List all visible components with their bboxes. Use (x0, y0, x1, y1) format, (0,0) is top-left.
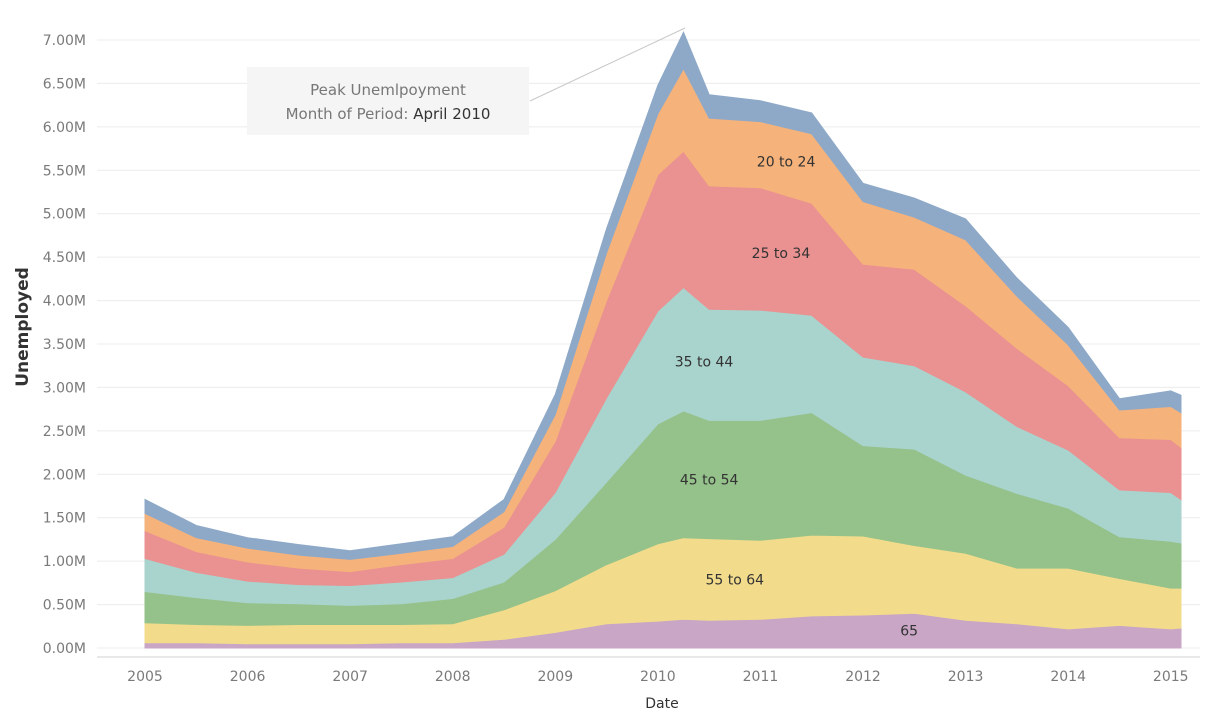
x-axis-ticks: 2005 2006 2007 2008 2009 2010 2011 2012 2013 2014… (127, 669, 1188, 685)
area-top-group (144, 30, 1182, 560)
x-tick-label: 2014 (1050, 669, 1086, 685)
y-tick-label: 5.50M (43, 163, 86, 179)
series-labels: 65 55 to 64 45 to 54 35 to 44 25 to 34 20 to … (675, 155, 918, 640)
y-tick-label: 2.50M (43, 424, 86, 440)
series-label: 20 to 24 (757, 155, 816, 171)
x-tick-label: 2015 (1153, 669, 1189, 685)
x-tick-label: 2008 (435, 669, 471, 685)
x-tick-label: 2009 (537, 669, 573, 685)
annotation-period-prefix: Month of Period: (286, 105, 414, 123)
series-label: 45 to 54 (680, 472, 739, 488)
x-tick-label: 2006 (230, 669, 266, 685)
y-tick-label: 6.50M (43, 76, 86, 92)
y-tick-label: 0.50M (43, 598, 86, 614)
x-tick-label: 2012 (845, 669, 881, 685)
y-axis-title: Unemployed (13, 267, 33, 387)
y-tick-label: 6.00M (43, 120, 86, 136)
y-tick-label: 1.00M (43, 554, 86, 570)
annotation-title: Peak Unemlpoyment (310, 81, 466, 99)
annotation-box (247, 67, 529, 135)
y-tick-label: 7.00M (43, 33, 86, 49)
annotation-leader-line (529, 27, 686, 102)
y-tick-label: 4.50M (43, 250, 86, 266)
y-tick-label: 1.50M (43, 511, 86, 527)
y-tick-label: 3.50M (43, 337, 86, 353)
x-tick-label: 2010 (640, 669, 676, 685)
annotation-period: Month of Period: April 2010 (286, 105, 491, 123)
annotation-period-value: April 2010 (413, 105, 490, 123)
peak-annotation: Peak Unemlpoyment Month of Period: April… (247, 27, 686, 135)
x-tick-label: 2005 (127, 669, 163, 685)
y-tick-label: 4.00M (43, 294, 86, 310)
series-label: 35 to 44 (675, 355, 734, 371)
y-tick-label: 3.00M (43, 380, 86, 396)
area-layers (144, 30, 1182, 649)
y-tick-label: 5.00M (43, 207, 86, 223)
x-tick-label: 2013 (948, 669, 984, 685)
x-axis-title: Date (645, 696, 678, 712)
y-tick-label: 2.00M (43, 467, 86, 483)
series-label: 25 to 34 (752, 246, 811, 262)
series-label: 65 (900, 624, 918, 640)
x-tick-label: 2011 (743, 669, 779, 685)
series-label: 55 to 64 (706, 573, 765, 589)
y-tick-label: 0.00M (43, 641, 86, 657)
x-tick-label: 2007 (332, 669, 368, 685)
y-axis-ticks: 0.00M 0.50M 1.00M 1.50M 2.00M 2.50M 3.00M 3.50M… (43, 33, 86, 657)
